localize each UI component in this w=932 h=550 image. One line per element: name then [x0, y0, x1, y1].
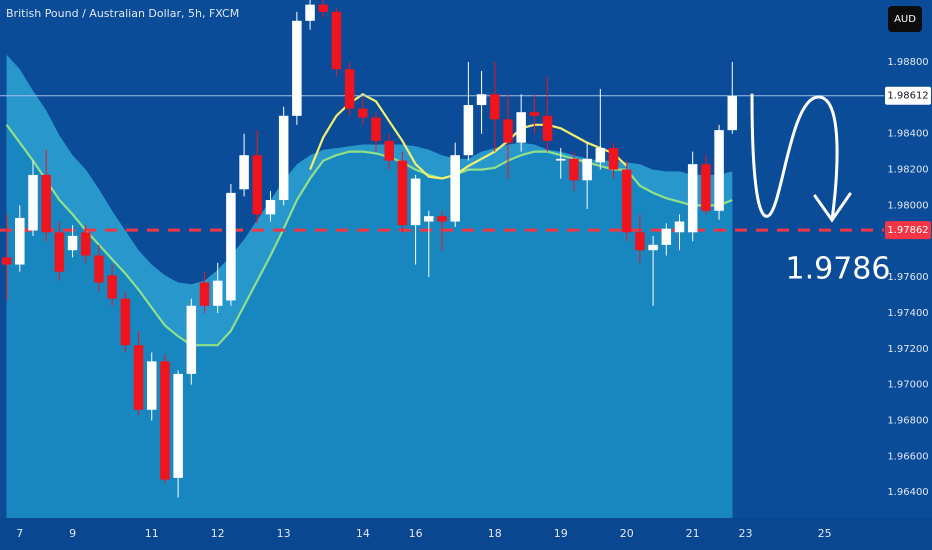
- candle-body: [674, 221, 685, 233]
- candle-body: [318, 4, 329, 12]
- candle-body: [727, 96, 738, 131]
- candle-body: [701, 164, 711, 211]
- candle-body: [146, 361, 157, 410]
- candle-body: [687, 164, 698, 233]
- candle-body: [239, 155, 249, 190]
- y-tick-label: 1.98200: [887, 165, 928, 176]
- candle-body: [212, 280, 223, 306]
- y-tick-label: 1.97600: [887, 272, 928, 283]
- y-tick-label: 1.96800: [887, 415, 928, 426]
- x-tick-label: 21: [686, 527, 700, 540]
- candle-body: [384, 140, 394, 161]
- currency-box: [888, 6, 922, 32]
- candle-body: [621, 169, 632, 233]
- candle-body: [54, 232, 65, 272]
- candle-body: [1, 257, 12, 265]
- x-tick-label: 25: [818, 527, 832, 540]
- price-label-box: [885, 86, 931, 105]
- candle-body: [516, 112, 526, 143]
- y-tick-label: 1.98800: [887, 57, 928, 68]
- candle-body: [331, 11, 342, 70]
- y-tick-label: 1.98000: [887, 200, 928, 211]
- candle-body: [648, 244, 658, 251]
- x-tick-label: 7: [16, 527, 23, 540]
- candle-body: [107, 275, 117, 299]
- annotation: 1.9786: [786, 252, 891, 287]
- candle-body: [344, 69, 355, 109]
- candle-body: [371, 117, 381, 141]
- x-tick-label: 12: [211, 527, 225, 540]
- y-tick-label: 1.96400: [887, 487, 928, 498]
- y-tick-label: 1.97000: [887, 380, 928, 391]
- y-tick-label: 1.97200: [887, 344, 928, 355]
- drawn-arrow: [750, 93, 852, 223]
- candle-body: [265, 200, 276, 215]
- y-tick-label: 1.98400: [887, 129, 928, 140]
- candle-body: [305, 4, 315, 21]
- x-tick-label: 20: [620, 527, 634, 540]
- candle-body: [278, 115, 289, 201]
- y-tick-label: 1.97400: [887, 308, 928, 319]
- candle-body: [41, 174, 51, 233]
- candle-body: [608, 148, 619, 170]
- plot-area: [0, 0, 884, 519]
- x-tick-label: 18: [488, 527, 502, 540]
- candle-body: [173, 373, 183, 478]
- candle-body: [358, 108, 368, 118]
- candle-body: [661, 228, 672, 245]
- candle-body: [582, 158, 592, 181]
- candle-body: [120, 298, 131, 346]
- candle-body: [635, 232, 645, 251]
- candle-body: [503, 119, 513, 143]
- price-label-box: [885, 221, 931, 240]
- arrow-head: [813, 192, 852, 223]
- candle-body: [542, 115, 553, 141]
- candle-body: [490, 94, 500, 120]
- x-tick-label: 19: [554, 527, 568, 540]
- area: [6, 124, 733, 519]
- x-tick-label: 16: [409, 527, 423, 540]
- candle-body: [555, 158, 566, 161]
- x-tick-label: 14: [356, 527, 370, 540]
- candle-body: [94, 255, 104, 283]
- currency-label: AUD: [894, 14, 916, 25]
- candle-body: [437, 216, 447, 222]
- arrow-curve: [750, 93, 839, 222]
- candle-body: [199, 282, 210, 306]
- chart-title: British Pound / Australian Dollar, 5h, F…: [6, 7, 239, 20]
- candle-body: [67, 235, 78, 251]
- candle-body: [450, 155, 460, 222]
- candle-body: [292, 20, 302, 116]
- moving-average-line: [309, 93, 628, 180]
- x-tick-label: 13: [277, 527, 291, 540]
- candle-body: [160, 361, 170, 480]
- candle-body: [569, 158, 579, 181]
- candle-body: [81, 232, 91, 256]
- x-axis-panel: [0, 518, 932, 550]
- candle-body: [397, 160, 408, 226]
- candle-body: [133, 345, 144, 410]
- x-tick-label: 9: [69, 527, 76, 540]
- candle-body: [252, 155, 263, 215]
- price-label: 1.98612: [887, 91, 928, 102]
- y-tick-label: 1.96600: [887, 451, 928, 462]
- candle-body: [15, 217, 25, 265]
- candle-body: [226, 192, 236, 301]
- candle-body: [476, 94, 487, 106]
- candle-body: [410, 178, 421, 226]
- x-tick-label: 11: [145, 527, 159, 540]
- x-tick-label: 23: [738, 527, 752, 540]
- candle-body: [28, 174, 38, 231]
- candle-body: [714, 130, 724, 211]
- price-label: 1.97862: [887, 225, 928, 236]
- candle-body: [463, 105, 474, 156]
- candle-body: [529, 112, 540, 116]
- candle-body: [424, 216, 434, 222]
- candle-body: [186, 305, 197, 374]
- candle-body: [595, 148, 606, 163]
